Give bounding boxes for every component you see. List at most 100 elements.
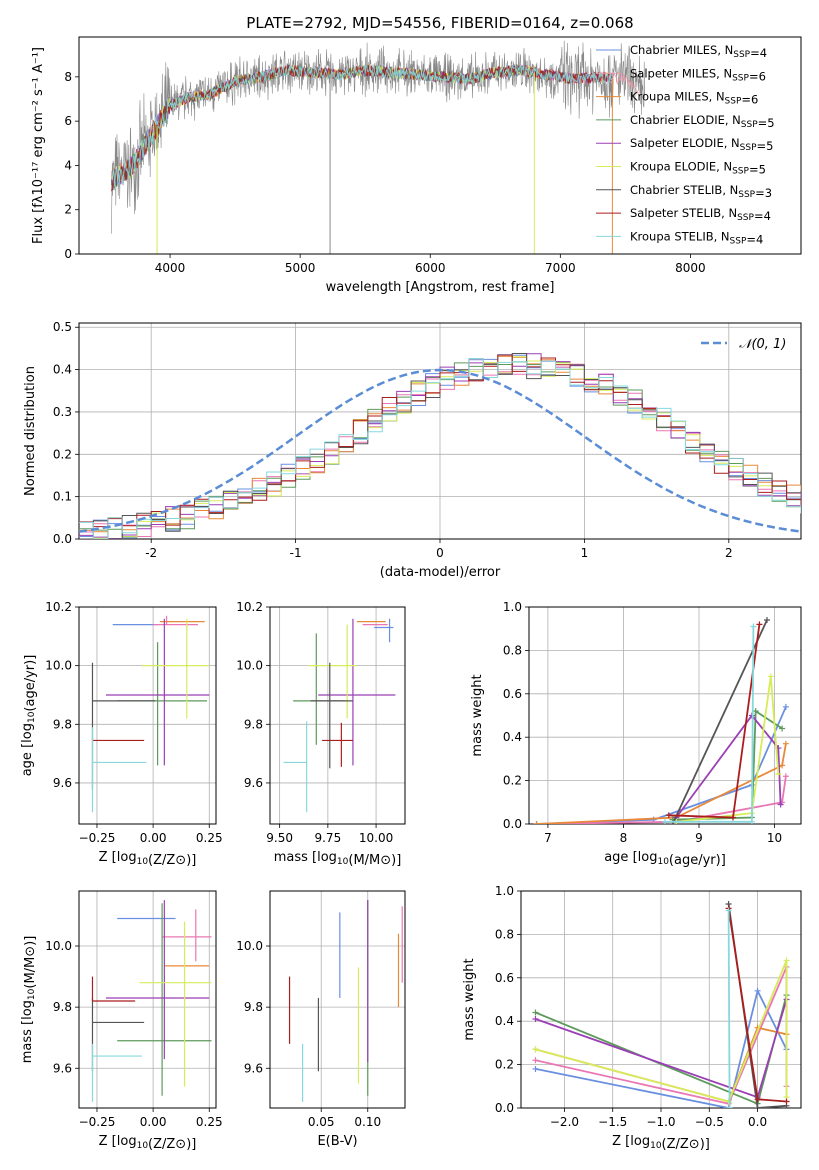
label-text: Salpeter MILES, N bbox=[630, 66, 732, 80]
residuals-panel: -2 -1 0 1 2 0.0 0.1 0.2 0.3 0.4 0.5 (data-model)/er… bbox=[23, 320, 802, 580]
y-tick-label: 0.3 bbox=[53, 405, 72, 419]
subscript: SSP bbox=[738, 190, 755, 200]
y-tick-label: 0.2 bbox=[53, 447, 72, 461]
y-tick-label: 10.0 bbox=[236, 659, 263, 673]
label-text: =5 bbox=[758, 116, 775, 130]
x-tick-label: 2 bbox=[725, 546, 733, 560]
x-tick-label: 10 bbox=[767, 831, 782, 845]
y-tick-label: 9.8 bbox=[244, 717, 263, 731]
label-text: =4 bbox=[746, 232, 763, 246]
legend-entry: Chabrier MILES, NSSP=4 bbox=[630, 43, 767, 60]
label-text: mass weight bbox=[462, 958, 477, 1040]
weight-marker bbox=[783, 957, 790, 964]
weight-marker bbox=[782, 703, 789, 710]
weight-marker bbox=[764, 617, 770, 624]
plot-area bbox=[91, 615, 210, 813]
log-text: log bbox=[638, 850, 658, 865]
weight-vs-metallicity-panel: −2.0 −1.5 −1.0 −0.5 0.0 0.0 0.2 0.4 0.6 0.8 1.0 Z [… bbox=[462, 884, 802, 1152]
x-tick-label: 6000 bbox=[415, 261, 446, 275]
y-tick-label: 9.6 bbox=[53, 776, 72, 790]
subscript: 10 bbox=[137, 1141, 149, 1151]
weight-marker bbox=[532, 1046, 539, 1053]
label-text: Kroupa ELODIE, N bbox=[630, 160, 732, 174]
legend-entry: Salpeter ELODIE, NSSP=5 bbox=[630, 136, 773, 153]
plot-area bbox=[533, 617, 789, 824]
label-text: =5 bbox=[749, 163, 766, 177]
x-tick-label: 8000 bbox=[675, 261, 706, 275]
label-text: age [ bbox=[20, 743, 35, 776]
label-text: (Z/Z⊙)] bbox=[662, 1137, 710, 1152]
weight-marker bbox=[779, 762, 786, 769]
error-bar-point bbox=[91, 662, 156, 789]
legend-entry: Kroupa ELODIE, NSSP=5 bbox=[630, 160, 766, 177]
weight-line bbox=[675, 714, 782, 819]
y-axis-label: Flux [fλ10⁻¹⁷ erg cm⁻² s⁻¹ A⁻¹] bbox=[31, 47, 46, 244]
error-bar-point bbox=[117, 642, 208, 766]
weight-marker bbox=[725, 907, 732, 914]
error-bar-point bbox=[105, 900, 210, 1060]
error-bar-point bbox=[91, 997, 145, 1072]
plot-area bbox=[283, 618, 396, 813]
y-axis-label: mass weight bbox=[470, 674, 485, 756]
weight-marker bbox=[782, 740, 789, 747]
y-tick-label: 9.8 bbox=[244, 1000, 263, 1014]
label-text: (age/yr)] bbox=[669, 853, 726, 868]
y-tick-label: 9.8 bbox=[53, 1000, 72, 1014]
y-tick-label: 1.0 bbox=[503, 600, 522, 614]
x-tick-label: 0.25 bbox=[196, 1115, 223, 1129]
label-text: Salpeter STELIB, N bbox=[630, 206, 737, 220]
y-tick-label: 9.6 bbox=[53, 1061, 72, 1075]
subscript: SSP bbox=[740, 143, 757, 153]
label-text: (age/yr)] bbox=[23, 655, 38, 712]
weight-marker bbox=[752, 708, 759, 715]
label-text: Chabrier MILES, N bbox=[630, 43, 733, 57]
y-tick-label: 0.4 bbox=[503, 730, 522, 744]
weight-marker bbox=[533, 821, 540, 824]
label-text: (data-model)/error bbox=[380, 565, 501, 580]
error-bar-point bbox=[91, 976, 136, 1002]
y-tick-label: 0.6 bbox=[495, 971, 514, 985]
weight-marker bbox=[532, 1016, 539, 1023]
log-text: log bbox=[630, 1134, 650, 1149]
label-text: Z [ bbox=[99, 1134, 117, 1149]
x-axis-label: Z [log10(Z/Z⊙)] bbox=[99, 850, 197, 868]
model-spectrum bbox=[111, 64, 613, 187]
weight-marker bbox=[532, 1009, 539, 1016]
x-tick-label: −0.25 bbox=[79, 831, 116, 845]
plot-area bbox=[91, 900, 212, 1102]
y-tick-label: 0.0 bbox=[495, 1101, 514, 1115]
error-bar-point bbox=[283, 721, 308, 813]
model-spectrum bbox=[111, 64, 613, 191]
subscript: SSP bbox=[733, 50, 750, 60]
label-text: Chabrier STELIB, N bbox=[630, 183, 738, 197]
y-axis-label: mass weight bbox=[462, 958, 477, 1040]
x-axis-label: age [log10(age/yr)] bbox=[604, 850, 726, 868]
error-bar-point bbox=[141, 618, 210, 719]
label-text: Flux [fλ10⁻¹⁷ erg cm⁻² s⁻¹ A⁻¹] bbox=[31, 47, 46, 244]
label-text: =4 bbox=[750, 46, 767, 60]
x-tick-label: −1.5 bbox=[598, 1115, 627, 1129]
legend-entry: Kroupa MILES, NSSP=6 bbox=[630, 90, 758, 107]
label-text: =6 bbox=[749, 69, 766, 83]
y-tick-label: 0.8 bbox=[503, 643, 522, 657]
plot-area bbox=[532, 901, 790, 1108]
log-text: log bbox=[317, 850, 337, 865]
error-bar-point bbox=[162, 909, 212, 962]
y-tick-label: 9.8 bbox=[53, 717, 72, 731]
plot-area bbox=[288, 900, 403, 1102]
weight-line bbox=[671, 619, 768, 824]
weight-marker bbox=[532, 1065, 539, 1072]
histogram-step bbox=[79, 358, 801, 539]
subscript: SSP bbox=[741, 120, 758, 130]
axes-frame bbox=[528, 606, 802, 825]
subscript: 10 bbox=[137, 857, 149, 867]
weight-marker bbox=[750, 623, 757, 630]
x-tick-label: 9.75 bbox=[314, 831, 341, 845]
weight-marker bbox=[662, 818, 668, 824]
x-tick-label: 7000 bbox=[545, 261, 576, 275]
label-text: Kroupa STELIB, N bbox=[630, 229, 730, 243]
weight-marker bbox=[779, 725, 786, 732]
y-tick-label: 4 bbox=[64, 158, 72, 172]
weight-marker bbox=[730, 814, 736, 821]
weight-line bbox=[536, 743, 787, 824]
